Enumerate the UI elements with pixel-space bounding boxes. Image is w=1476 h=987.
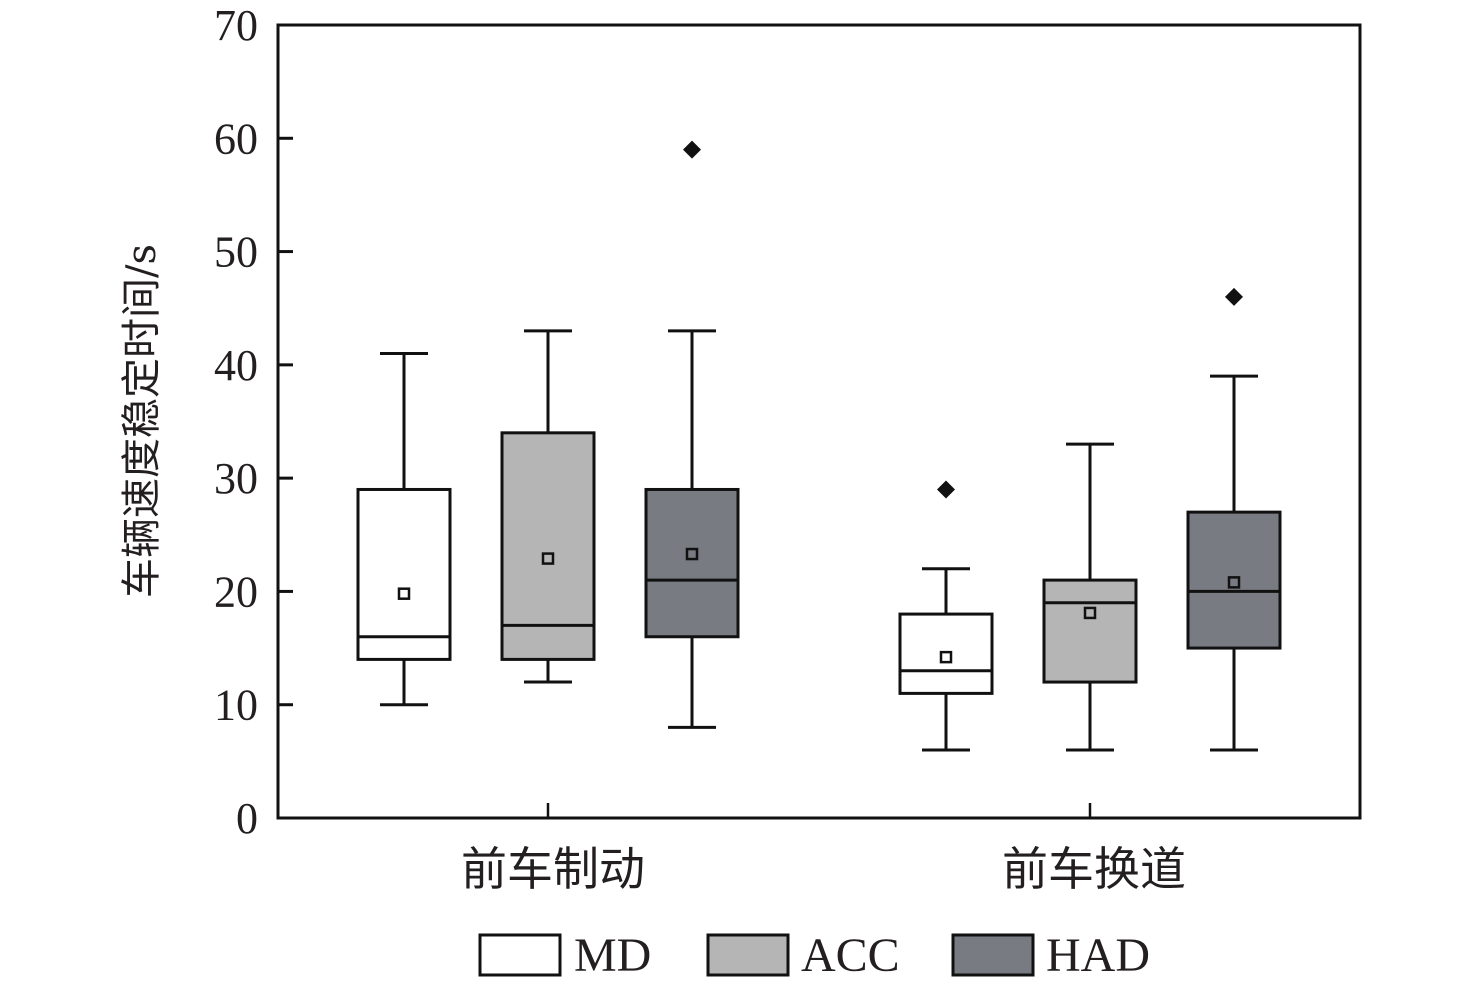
legend-item-acc: ACC xyxy=(706,929,900,982)
box-acc-0 xyxy=(500,329,596,684)
y-tick-label-50: 50 xyxy=(214,228,258,277)
axes xyxy=(276,23,1362,820)
mean-marker xyxy=(1083,606,1097,620)
outlier-point xyxy=(937,480,955,499)
mean-marker xyxy=(397,587,411,600)
category-labels: 前车制动 前车换道 xyxy=(461,842,1186,896)
legend-label-had: HAD xyxy=(1046,929,1150,982)
y-tick-label-10: 10 xyxy=(214,681,258,730)
y-axis-label: 车辆速度稳定时间/s xyxy=(119,244,165,598)
y-tick-label-70: 70 xyxy=(214,1,258,50)
legend-label-acc: ACC xyxy=(801,929,900,982)
boxes xyxy=(356,140,1282,752)
mean-marker xyxy=(685,547,699,561)
iqr-box xyxy=(898,612,994,695)
mean-marker xyxy=(1227,576,1241,589)
outlier-point xyxy=(1225,287,1243,306)
legend-label-md: MD xyxy=(574,929,651,982)
iqr-box xyxy=(356,487,452,661)
category-label-1: 前车换道 xyxy=(1002,842,1186,896)
legend-swatch-md xyxy=(478,933,562,977)
y-tick-label-60: 60 xyxy=(214,114,258,163)
legend-item-had: HAD xyxy=(951,929,1150,982)
legend-swatch-had xyxy=(951,933,1035,977)
legend-swatch-acc xyxy=(706,933,790,977)
legend: MD ACC HAD xyxy=(478,929,1150,982)
y-tick-label-30: 30 xyxy=(214,454,258,503)
y-tick-label-20: 20 xyxy=(214,567,258,616)
iqr-box xyxy=(644,487,740,639)
legend-item-md: MD xyxy=(478,929,651,982)
y-tick-labels: 0 10 20 30 40 50 60 70 xyxy=(214,1,258,843)
box-had-1 xyxy=(1186,287,1282,752)
y-tick-label-40: 40 xyxy=(214,341,258,390)
category-label-0: 前车制动 xyxy=(461,842,645,896)
plot-frame xyxy=(276,23,1362,820)
y-tick-label-0: 0 xyxy=(236,794,258,843)
box-md-0 xyxy=(356,352,452,707)
box-md-1 xyxy=(898,480,994,752)
box-acc-1 xyxy=(1042,442,1138,752)
box-had-0 xyxy=(644,140,740,729)
mean-marker xyxy=(541,552,555,565)
outlier-point xyxy=(683,140,701,159)
iqr-box xyxy=(500,431,596,661)
iqr-box xyxy=(1042,578,1138,684)
mean-marker xyxy=(939,650,953,664)
